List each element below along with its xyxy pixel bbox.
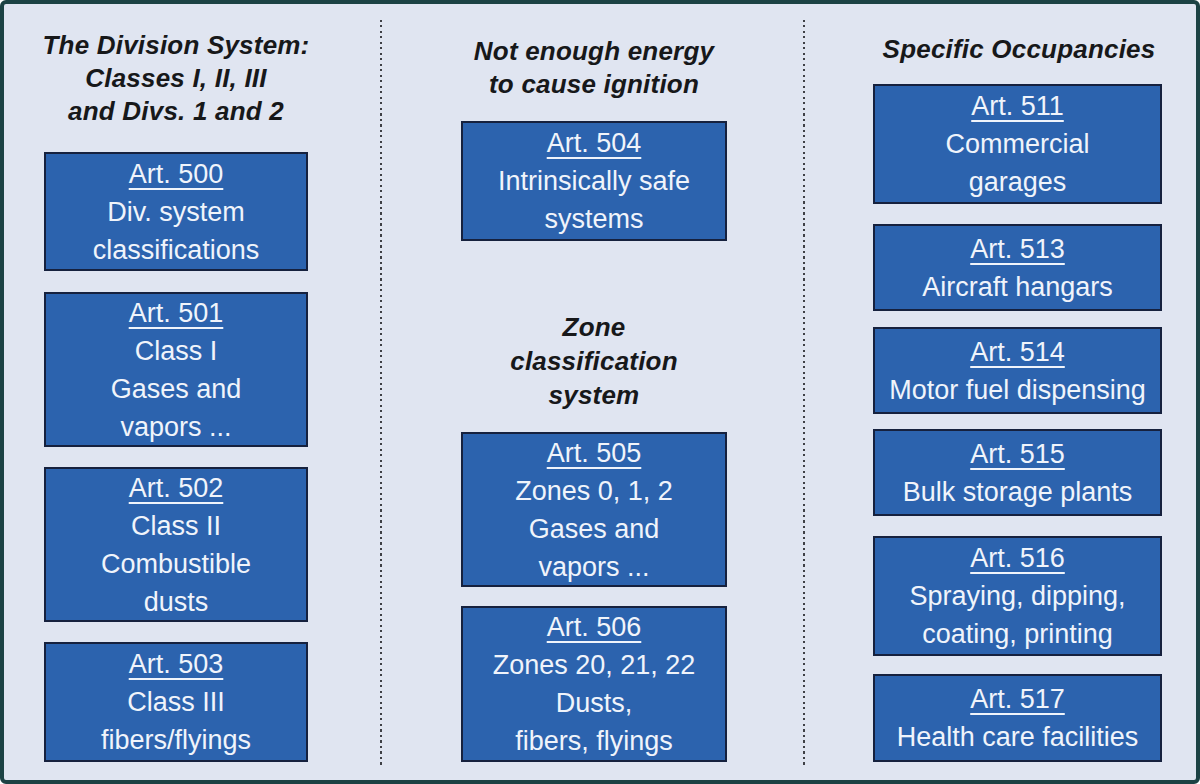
art-505-description: Zones 0, 1, 2 Gases and vapors ...: [515, 472, 673, 586]
art-517-link[interactable]: Art. 517: [970, 680, 1065, 718]
box-art-500: Art. 500 Div. system classifications: [44, 152, 308, 271]
box-art-504: Art. 504 Intrinsically safe systems: [461, 121, 727, 241]
art-514-link[interactable]: Art. 514: [970, 333, 1065, 371]
box-art-517: Art. 517 Health care facilities: [873, 674, 1162, 762]
column-divider-right: [803, 20, 805, 768]
column-divider-left: [380, 20, 382, 768]
art-504-description: Intrinsically safe systems: [498, 162, 690, 238]
art-513-link[interactable]: Art. 513: [970, 230, 1065, 268]
art-502-description: Class II Combustible dusts: [101, 507, 251, 621]
art-500-link[interactable]: Art. 500: [129, 155, 224, 193]
specific-occupancies-header: Specific Occupancies: [854, 33, 1184, 66]
art-516-link[interactable]: Art. 516: [970, 539, 1065, 577]
art-503-description: Class III fibers/flyings: [101, 683, 251, 759]
art-513-description: Aircraft hangars: [922, 268, 1113, 306]
art-500-description: Div. system classifications: [93, 193, 260, 269]
art-503-link[interactable]: Art. 503: [129, 645, 224, 683]
box-art-502: Art. 502 Class II Combustible dusts: [44, 467, 308, 622]
box-art-501: Art. 501 Class I Gases and vapors ...: [44, 292, 308, 447]
box-art-503: Art. 503 Class III fibers/flyings: [44, 642, 308, 762]
art-516-description: Spraying, dipping, coating, printing: [909, 577, 1125, 653]
art-517-description: Health care facilities: [897, 718, 1139, 756]
box-art-515: Art. 515 Bulk storage plants: [873, 429, 1162, 516]
zone-system-header: Zone classification system: [444, 310, 744, 412]
art-501-description: Class I Gases and vapors ...: [111, 332, 242, 446]
box-art-506: Art. 506 Zones 20, 21, 22 Dusts, fibers,…: [461, 606, 727, 762]
art-515-description: Bulk storage plants: [903, 473, 1133, 511]
box-art-514: Art. 514 Motor fuel dispensing: [873, 327, 1162, 414]
box-art-505: Art. 505 Zones 0, 1, 2 Gases and vapors …: [461, 432, 727, 587]
art-511-link[interactable]: Art. 511: [971, 87, 1064, 125]
intrinsic-energy-header: Not enough energy to cause ignition: [444, 35, 744, 101]
box-art-516: Art. 516 Spraying, dipping, coating, pri…: [873, 536, 1162, 656]
division-system-header: The Division System: Classes I, II, III …: [26, 29, 326, 128]
art-511-description: Commercial garages: [945, 125, 1089, 201]
box-art-513: Art. 513 Aircraft hangars: [873, 224, 1162, 311]
art-515-link[interactable]: Art. 515: [970, 435, 1065, 473]
art-506-description: Zones 20, 21, 22 Dusts, fibers, flyings: [493, 646, 696, 760]
art-514-description: Motor fuel dispensing: [889, 371, 1146, 409]
box-art-511: Art. 511 Commercial garages: [873, 84, 1162, 204]
art-501-link[interactable]: Art. 501: [129, 294, 224, 332]
art-506-link[interactable]: Art. 506: [547, 608, 642, 646]
art-505-link[interactable]: Art. 505: [547, 434, 642, 472]
diagram-canvas: The Division System: Classes I, II, III …: [0, 0, 1200, 784]
art-502-link[interactable]: Art. 502: [129, 469, 224, 507]
art-504-link[interactable]: Art. 504: [547, 124, 642, 162]
